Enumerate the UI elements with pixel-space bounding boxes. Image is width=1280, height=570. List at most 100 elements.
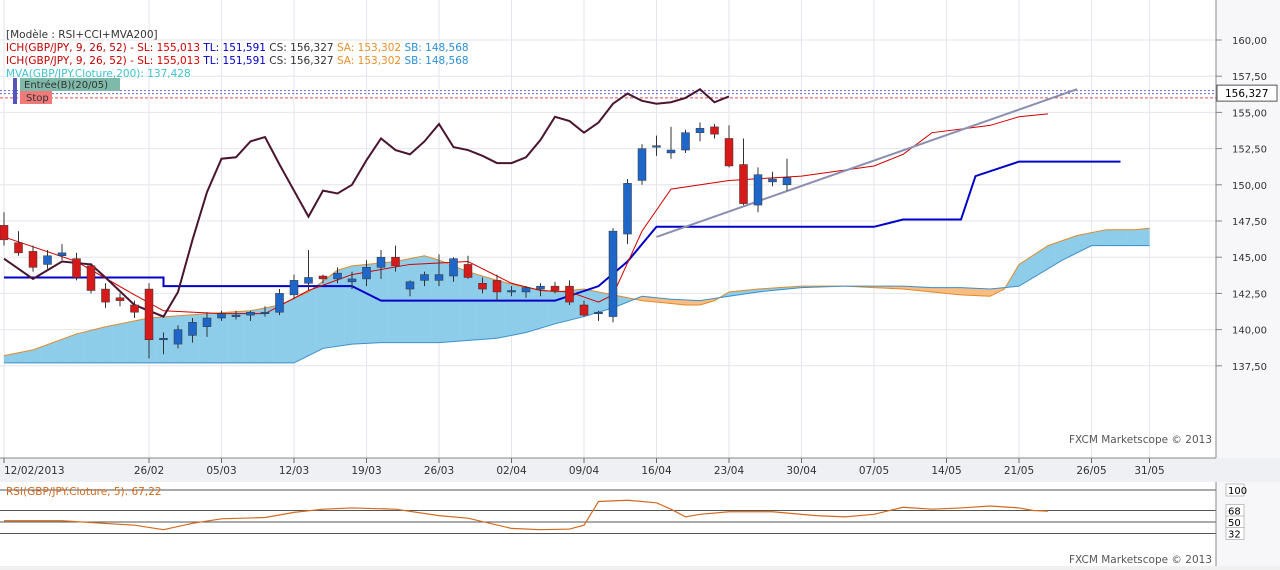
entry-label: Entrée(B)(20/05) [24, 79, 108, 91]
candle-body [203, 318, 211, 327]
candle-body [537, 286, 545, 289]
cloud-segment [69, 334, 76, 363]
cloud-segment [976, 288, 983, 296]
cloud-segment [961, 288, 968, 296]
legend-item: TL: 151,591 [202, 42, 269, 54]
candle-body [479, 283, 487, 289]
candle-body [464, 264, 472, 277]
candle-body [696, 128, 704, 132]
cloud-segment [345, 266, 352, 345]
candle-body [0, 225, 8, 239]
cloud-segment [135, 319, 142, 362]
cloud-segment [316, 281, 323, 352]
cloud-segment [193, 314, 200, 363]
cloud-segment [1106, 230, 1113, 246]
cloud-segment [526, 288, 533, 333]
x-tick-label: 05/03 [206, 465, 236, 477]
cloud-segment [388, 262, 395, 343]
candle-body [682, 133, 690, 150]
candle-body [493, 280, 501, 292]
legend-name: ICH(GBP/JPY, 9, 26, 52) - [6, 55, 137, 67]
cloud-segment [77, 332, 84, 363]
candle-body [247, 312, 255, 315]
candle-body [58, 253, 66, 256]
x-tick-label: 14/05 [931, 465, 961, 477]
x-tick-label: 26/03 [424, 465, 454, 477]
candle-body [102, 289, 110, 302]
cloud-segment [533, 289, 540, 331]
order-marker [13, 78, 17, 104]
cloud-segment [468, 272, 475, 341]
legend-item: SA: 153,302 [337, 42, 405, 54]
candle-body [348, 279, 356, 282]
candle-body [769, 179, 777, 182]
cloud-segment [1113, 230, 1120, 246]
x-tick-label: 21/05 [1004, 465, 1034, 477]
legend-item: TL: 151,591 [202, 55, 269, 67]
x-tick-label: 09/04 [569, 465, 600, 477]
candle-body [754, 175, 762, 205]
candle-body [508, 291, 516, 293]
cloud-segment [127, 321, 134, 363]
candle-body [232, 315, 240, 317]
candle-body [450, 259, 458, 276]
legend-item: SB: 148,568 [404, 42, 468, 54]
candle-body [131, 305, 139, 312]
cloud-segment [591, 291, 598, 315]
candle-body [363, 267, 371, 279]
y-tick-label: 137,50 [1232, 362, 1267, 373]
cloud-segment [265, 306, 272, 362]
cloud-segment [294, 295, 301, 363]
cloud-segment [381, 262, 388, 342]
y-tick-label: 140,00 [1232, 326, 1267, 337]
cloud-segment [1121, 230, 1128, 246]
candle-body [740, 165, 748, 204]
x-tick-label: 26/05 [1076, 465, 1106, 477]
candle-body [392, 257, 400, 266]
cloud-segment [113, 324, 120, 363]
candle-body [305, 277, 313, 283]
cloud-segment [84, 330, 91, 363]
cloud-segment [541, 290, 548, 328]
cloud-segment [374, 263, 381, 343]
watermark-rsi: FXCM Marketscope © 2013 [1069, 554, 1212, 566]
legend-item: CS: 156,327 [269, 55, 337, 67]
legend-item: SB: 148,568 [404, 55, 468, 67]
price-axis-area [1216, 0, 1280, 458]
cloud-segment [106, 325, 113, 363]
cloud-segment [1135, 229, 1142, 246]
cloud-segment [1099, 230, 1106, 246]
cloud-segment [548, 291, 555, 326]
cloud-segment [287, 298, 294, 362]
x-tick-label: 07/05 [859, 465, 889, 477]
legend-item: SL: 155,013 [137, 55, 203, 67]
candle-body [624, 183, 632, 234]
candle-body [44, 256, 52, 265]
rsi-plot-area [0, 482, 1216, 566]
cloud-segment [352, 265, 359, 344]
cloud-segment [48, 342, 55, 363]
x-tick-label: 12/03 [279, 465, 309, 477]
legend-item: SL: 155,013 [137, 42, 203, 54]
candle-body [595, 312, 603, 314]
cloud-segment [26, 350, 33, 363]
cloud-segment [309, 287, 316, 356]
x-tick-label: 26/02 [134, 465, 164, 477]
candle-body [406, 282, 414, 289]
cloud-segment [1142, 228, 1149, 245]
candle-body [711, 127, 719, 134]
candle-body [435, 275, 443, 281]
cloud-segment [98, 327, 105, 363]
cloud-segment [251, 309, 258, 363]
x-tick-label: 23/04 [714, 465, 745, 477]
candle-body [116, 298, 124, 301]
watermark: FXCM Marketscope © 2013 [1069, 434, 1212, 446]
y-tick-label: 147,50 [1232, 217, 1267, 228]
cloud-segment [555, 291, 562, 324]
y-tick-label: 160,00 [1232, 36, 1267, 47]
cloud-segment [968, 288, 975, 296]
candle-body [73, 259, 81, 278]
template-label: [Modèle : RSI+CCI+MVA200] [6, 29, 158, 41]
